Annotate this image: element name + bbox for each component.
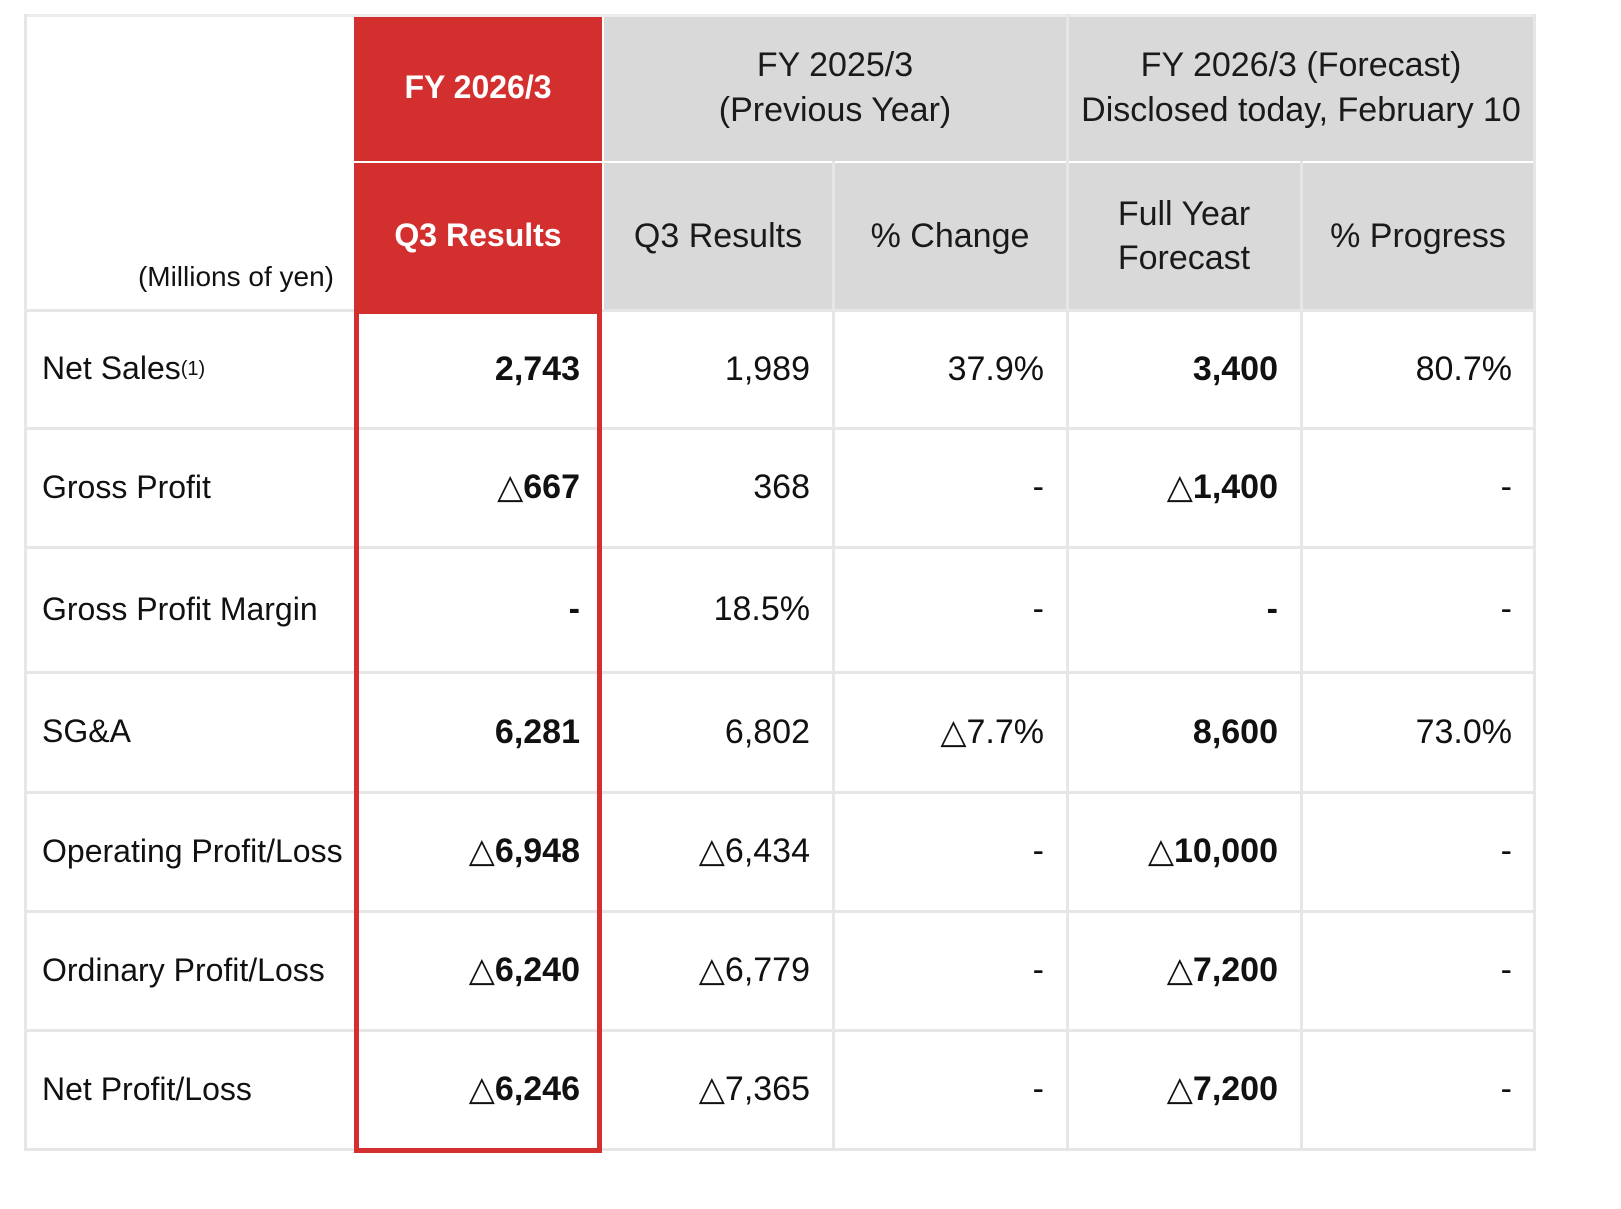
forecast-value: △7,200 bbox=[1166, 1070, 1278, 1109]
progress-value: - bbox=[1500, 951, 1512, 990]
previous-q3-value: 1,989 bbox=[724, 349, 810, 388]
row-label-text: Ordinary Profit/Loss bbox=[42, 951, 325, 988]
full-year-label: Full Year bbox=[1117, 194, 1251, 233]
current-year-header: FY 2026/3 bbox=[354, 14, 602, 161]
change-value: - bbox=[1032, 468, 1044, 507]
previous-year-subtitle: (Previous Year) bbox=[718, 90, 952, 129]
forecast-value: △10,000 bbox=[1147, 832, 1278, 871]
row-label-text: SG&A bbox=[42, 713, 131, 750]
previous-q3-value: △7,365 bbox=[698, 1070, 810, 1109]
current-q3-value: △6,948 bbox=[468, 832, 580, 871]
current-q3-value: △6,240 bbox=[468, 951, 580, 990]
progress-value: 73.0% bbox=[1415, 712, 1512, 751]
progress-value: - bbox=[1500, 468, 1512, 507]
current-q3-value: △667 bbox=[497, 468, 580, 507]
row-label: Net Profit/Loss bbox=[24, 1031, 354, 1148]
current-results-highlight bbox=[354, 309, 602, 1153]
row-label-text: Net Profit/Loss bbox=[42, 1070, 252, 1107]
progress-value: - bbox=[1500, 1070, 1512, 1109]
change-value: - bbox=[1032, 1070, 1044, 1109]
change-value: - bbox=[1032, 590, 1044, 629]
change-value: - bbox=[1032, 951, 1044, 990]
forecast-header: FY 2026/3 (Forecast) Disclosed today, Fe… bbox=[1068, 14, 1534, 161]
forecast-value: △7,200 bbox=[1166, 951, 1278, 990]
progress-header: % Progress bbox=[1302, 163, 1534, 309]
forecast-value: △1,400 bbox=[1166, 468, 1278, 507]
previous-q3-value: 368 bbox=[753, 468, 810, 507]
previous-q3-header: Q3 Results bbox=[604, 163, 832, 309]
current-q3-header: Q3 Results bbox=[354, 163, 602, 309]
previous-year-header: FY 2025/3 (Previous Year) bbox=[604, 14, 1066, 161]
progress-value: - bbox=[1500, 590, 1512, 629]
forecast-title: FY 2026/3 (Forecast) bbox=[1140, 46, 1462, 85]
current-q3-value: 6,281 bbox=[494, 712, 580, 751]
progress-value: 80.7% bbox=[1415, 349, 1512, 388]
forecast-value: 3,400 bbox=[1192, 349, 1278, 388]
row-label-text: Gross Profit bbox=[42, 468, 211, 505]
full-year-forecast-header: Full Year Forecast bbox=[1068, 163, 1300, 309]
row-label: Gross Profit Margin bbox=[24, 548, 354, 671]
change-value: - bbox=[1032, 832, 1044, 871]
current-q3-value: 2,743 bbox=[494, 349, 580, 388]
change-value: 37.9% bbox=[947, 349, 1044, 388]
previous-year-title: FY 2025/3 bbox=[756, 46, 914, 85]
row-label-text: Net Sales bbox=[42, 350, 181, 387]
row-label: Operating Profit/Loss bbox=[24, 793, 354, 910]
previous-q3-value: 6,802 bbox=[724, 712, 810, 751]
row-label: Ordinary Profit/Loss bbox=[24, 912, 354, 1029]
row-label: SG&A bbox=[24, 673, 354, 791]
row-label-text: Operating Profit/Loss bbox=[42, 832, 343, 869]
previous-q3-value: 18.5% bbox=[713, 590, 810, 629]
current-q3-value: △6,246 bbox=[468, 1070, 580, 1109]
row-label: Net Sales (1) bbox=[24, 311, 354, 427]
forecast-value: - bbox=[1266, 590, 1278, 629]
row-label: Gross Profit bbox=[24, 429, 354, 546]
previous-q3-value: △6,779 bbox=[698, 951, 810, 990]
row-label-text: Gross Profit Margin bbox=[42, 590, 318, 627]
forecast-value: 8,600 bbox=[1192, 712, 1278, 751]
change-header: % Change bbox=[834, 163, 1066, 309]
progress-value: - bbox=[1500, 832, 1512, 871]
change-value: △7.7% bbox=[940, 712, 1044, 751]
units-label: (Millions of yen) bbox=[137, 260, 334, 292]
previous-q3-value: △6,434 bbox=[698, 832, 810, 871]
forecast-label: Forecast bbox=[1117, 239, 1251, 277]
financial-results-table: FY 2026/3 FY 2025/3 (Previous Year) FY 2… bbox=[24, 14, 1600, 1204]
forecast-disclosure-note: Disclosed today, February 10 bbox=[1081, 90, 1521, 129]
current-q3-value: - bbox=[568, 590, 580, 629]
